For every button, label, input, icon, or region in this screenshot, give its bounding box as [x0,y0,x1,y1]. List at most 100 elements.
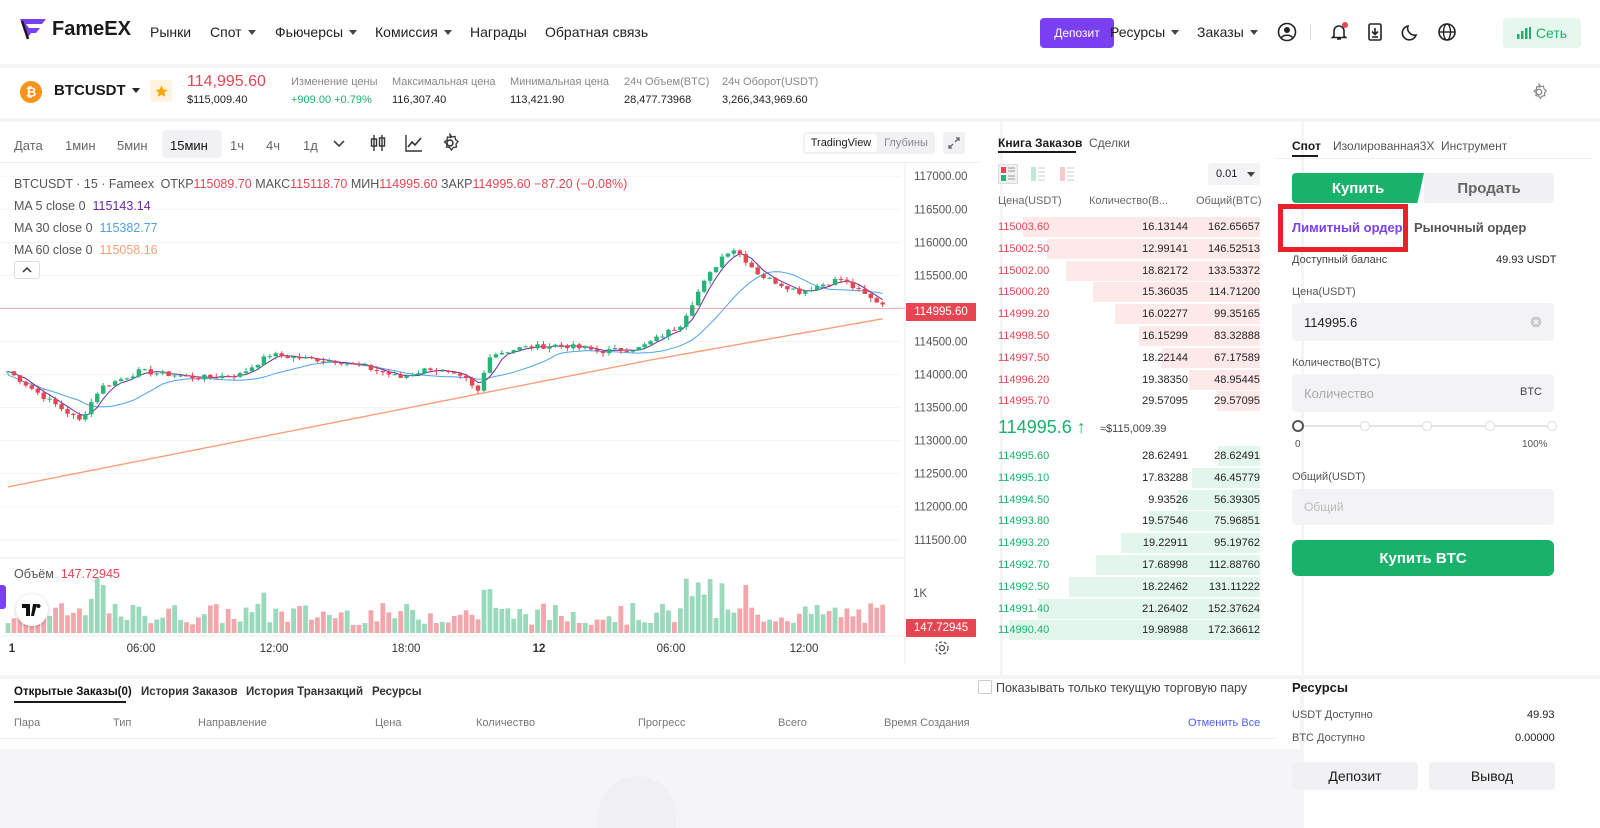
nav-item-3[interactable]: Комиссия [375,24,452,40]
chart-settings-icon[interactable] [440,133,460,153]
volume-bar [594,619,600,633]
cancel-all-link[interactable]: Отменить Все [1188,717,1261,729]
orderbook-row[interactable]: 114994.50 9.93526 56.39305 [998,489,1260,512]
qty-input[interactable]: Количество BTC [1292,374,1554,412]
volume-bar [100,585,106,633]
settings-icon[interactable] [1530,83,1548,101]
user-icon[interactable] [1277,22,1297,42]
precision-select[interactable]: 0.01 [1208,163,1260,185]
price-input[interactable]: 114995.6 [1292,303,1554,341]
orders-tab-1[interactable]: История Заказов [141,686,238,698]
amount-slider-handle[interactable] [1292,420,1304,432]
globe-icon[interactable] [1437,22,1457,42]
timeframe-3[interactable]: 15мин [170,138,208,153]
chevron-down-icon[interactable] [332,139,346,149]
resources-menu[interactable]: Ресурсы [1110,24,1180,40]
orderbook-row[interactable]: 114996.20 19.38350 48.95445 [998,369,1260,392]
orderbook-row[interactable]: 114995.60 28.62491 28.62491 [998,446,1260,468]
clear-icon[interactable] [1530,316,1542,328]
orderbook-row[interactable]: 114992.70 17.68998 112.88760 [998,555,1260,577]
slider-step[interactable] [1360,421,1370,431]
candle-body [660,336,665,338]
timeframe-0[interactable]: Дата [14,138,43,153]
tab-isolated[interactable]: Изолированная3X [1333,139,1435,153]
limit-order-tab[interactable]: Лимитный ордер [1292,220,1403,235]
orders-tab-0[interactable]: Открытые Заказы(0) [14,686,132,698]
buy-tab-button[interactable]: Купить [1292,173,1424,203]
resources-deposit-button[interactable]: Депозит [1292,762,1418,790]
tab-tool[interactable]: Инструмент [1441,139,1508,153]
sell-tab-button[interactable]: Продать [1424,173,1554,203]
orderbook-row[interactable]: 114993.80 19.57546 75.96851 [998,511,1260,533]
price-chart[interactable]: 117000.00 116500.00 116000.00 115500.00 1150… [0,163,980,663]
withdraw-button[interactable]: Вывод [1429,762,1555,790]
orders-menu[interactable]: Заказы [1197,24,1258,40]
tradingview-logo-icon[interactable] [16,594,48,626]
timeframe-5[interactable]: 4ч [266,138,281,153]
moon-icon[interactable] [1401,22,1421,42]
buy-btc-button[interactable]: Купить BTC [1292,540,1554,576]
orderbook-row[interactable]: 115003.60 16.13144 162.65657 [998,217,1260,239]
row-price: 114991.40 [998,602,1050,615]
nav-item-5[interactable]: Обратная связь [545,24,648,40]
nav-item-1[interactable]: Спот [210,24,256,40]
logo[interactable]: FameEX [20,18,131,41]
timeframe-1[interactable]: 1мин [65,138,96,153]
tab-underline [14,701,126,703]
orderbook-row[interactable]: 114993.20 19.22911 95.19762 [998,533,1260,555]
orderbook-row[interactable]: 114995.10 17.83288 46.45779 [998,467,1260,490]
slider-step[interactable] [1547,421,1557,431]
tab-orderbook[interactable]: Книга Заказов [998,136,1083,150]
bell-icon[interactable] [1329,22,1349,42]
nav-item-2[interactable]: Фьючерсы [275,24,358,40]
volume-bar [541,603,546,633]
change-value: −87.20 (−0.08%) [534,177,628,191]
side-handle[interactable] [0,585,6,609]
orderbook-row[interactable]: 114991.40 21.26402 152.37624 [998,598,1260,621]
timeframe-6[interactable]: 1д [303,138,318,153]
candlestick-icon[interactable] [368,133,388,153]
indicator-icon[interactable] [404,133,424,153]
timeframe-2[interactable]: 5мин [117,138,148,153]
favorite-button[interactable] [150,80,172,102]
orderbook-row[interactable]: 115002.50 12.99141 146.52513 [998,238,1260,261]
view-bids-icon[interactable] [1028,164,1048,184]
timeframe-4[interactable]: 1ч [230,138,245,153]
orders-tab-2[interactable]: История Транзакций [246,686,364,698]
orderbook-row[interactable]: 114995.70 29.57095 29.57095 [998,391,1260,413]
nav-item-0[interactable]: Рынки [150,24,191,40]
view-both-icon[interactable] [998,164,1018,184]
orderbook-row[interactable]: 115002.00 18.82172 133.53372 [998,260,1260,283]
fullscreen-button[interactable] [943,132,965,154]
orders-tab-3[interactable]: Ресурсы [372,686,422,698]
slider-step[interactable] [1422,421,1432,431]
nav-item-4[interactable]: Награды [470,24,527,40]
depth-bar [1162,347,1260,368]
orderbook-row[interactable]: 114998.50 16.15299 83.32888 [998,326,1260,348]
total-input[interactable]: Общий [1292,489,1554,525]
view-depth-button[interactable]: Глубины [884,137,928,149]
orderbook-row[interactable]: 114997.50 18.22144 67.17589 [998,347,1260,370]
view-tradingview-button[interactable]: TradingView [805,134,877,152]
tab-spot[interactable]: Спот [1292,139,1321,153]
collapse-legend-button[interactable] [14,261,40,279]
market-order-tab[interactable]: Рыночный ордер [1414,220,1527,235]
tab-trades[interactable]: Сделки [1089,136,1130,150]
candle-body [606,349,612,354]
pair-selector[interactable]: BTCUSDT [54,82,140,99]
download-app-icon[interactable] [1365,22,1385,42]
orderbook-row[interactable]: 114999.20 16.02277 99.35165 [998,304,1260,326]
orderbook-row[interactable]: 115000.20 15.36035 114.71200 [998,282,1260,304]
slider-step[interactable] [1485,421,1495,431]
volume-bar [731,612,737,633]
row-qty: 17.83288 [1142,471,1188,484]
orderbook-row[interactable]: 114992.50 18.22462 131.11222 [998,576,1260,599]
volume-bar [29,622,35,633]
network-button[interactable]: Сеть [1503,18,1581,48]
deposit-button[interactable]: Депозит [1040,18,1114,48]
candle-body [291,356,296,359]
only-pair-checkbox[interactable] [978,680,992,694]
view-asks-icon[interactable] [1057,164,1077,184]
orderbook-row[interactable]: 114990.40 19.98988 172.36612 [998,620,1260,642]
time-axis-settings-icon[interactable] [934,640,950,656]
